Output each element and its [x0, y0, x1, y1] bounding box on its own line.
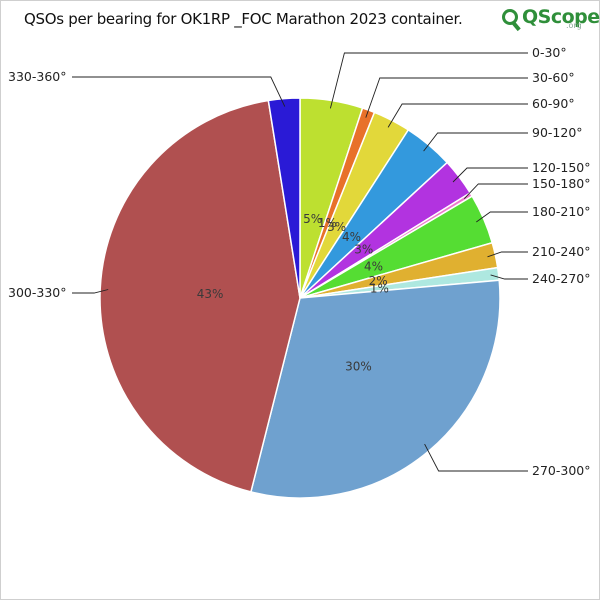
percent-labels: 5%1%3%4%3%4%2%1%30%43%	[197, 212, 389, 374]
leader-270-300	[424, 443, 528, 472]
chart-title: QSOs per bearing for OK1RP _FOC Marathon…	[24, 10, 463, 28]
category-label-90-120: 90-120°	[532, 125, 583, 140]
category-label-210-240: 210-240°	[532, 244, 590, 259]
category-label-180-210: 180-210°	[532, 204, 590, 219]
leader-0-30	[329, 52, 528, 109]
category-label-240-270: 240-270°	[532, 271, 590, 286]
pct-label-60-90: 3%	[327, 220, 346, 234]
leader-lines	[72, 52, 528, 472]
pie-slices	[99, 97, 501, 499]
leader-240-270	[490, 274, 528, 280]
pct-label-180-210: 4%	[364, 259, 383, 273]
pct-label-270-300: 30%	[345, 360, 372, 374]
category-label-0-30: 0-30°	[532, 45, 567, 60]
leader-90-120	[423, 132, 528, 152]
leader-300-330	[72, 289, 109, 294]
qscope-logo: QScope .org	[500, 4, 600, 36]
category-label-30-60: 30-60°	[532, 70, 575, 85]
category-labels: 0-30° 30-60° 60-90° 90-120° 120-150°150-180°…	[8, 45, 590, 478]
leader-150-180	[463, 183, 528, 200]
leader-330-360	[72, 76, 286, 107]
category-label-120-150: 120-150°	[532, 160, 590, 175]
pct-label-120-150: 3%	[354, 243, 373, 257]
slice-300-330	[99, 99, 301, 493]
pct-label-0-30: 5%	[303, 212, 322, 226]
pct-label-300-330: 43%	[197, 287, 224, 301]
pct-label-210-240: 2%	[369, 274, 388, 288]
category-label-60-90: 60-90°	[532, 96, 575, 111]
slice-270-300	[249, 279, 501, 499]
pct-label-240-270: 1%	[370, 281, 389, 295]
leader-210-240	[487, 251, 528, 258]
leader-180-210	[476, 211, 528, 223]
logo-sub-text: .org	[566, 21, 582, 30]
leader-30-60	[365, 77, 528, 118]
slice-330-360	[267, 97, 301, 299]
leader-120-150	[452, 167, 528, 183]
magnifier-icon	[502, 9, 521, 32]
pct-label-90-120: 4%	[342, 230, 361, 244]
category-label-150-180: 150-180°	[532, 176, 590, 191]
category-label-330-360: 330-360°	[8, 69, 66, 84]
category-label-300-330: 300-330°	[8, 285, 66, 300]
logo-main-text: QScope	[522, 6, 600, 28]
leader-60-90	[387, 103, 528, 128]
pct-label-30-60: 1%	[318, 216, 337, 230]
category-label-270-300: 270-300°	[532, 463, 590, 478]
